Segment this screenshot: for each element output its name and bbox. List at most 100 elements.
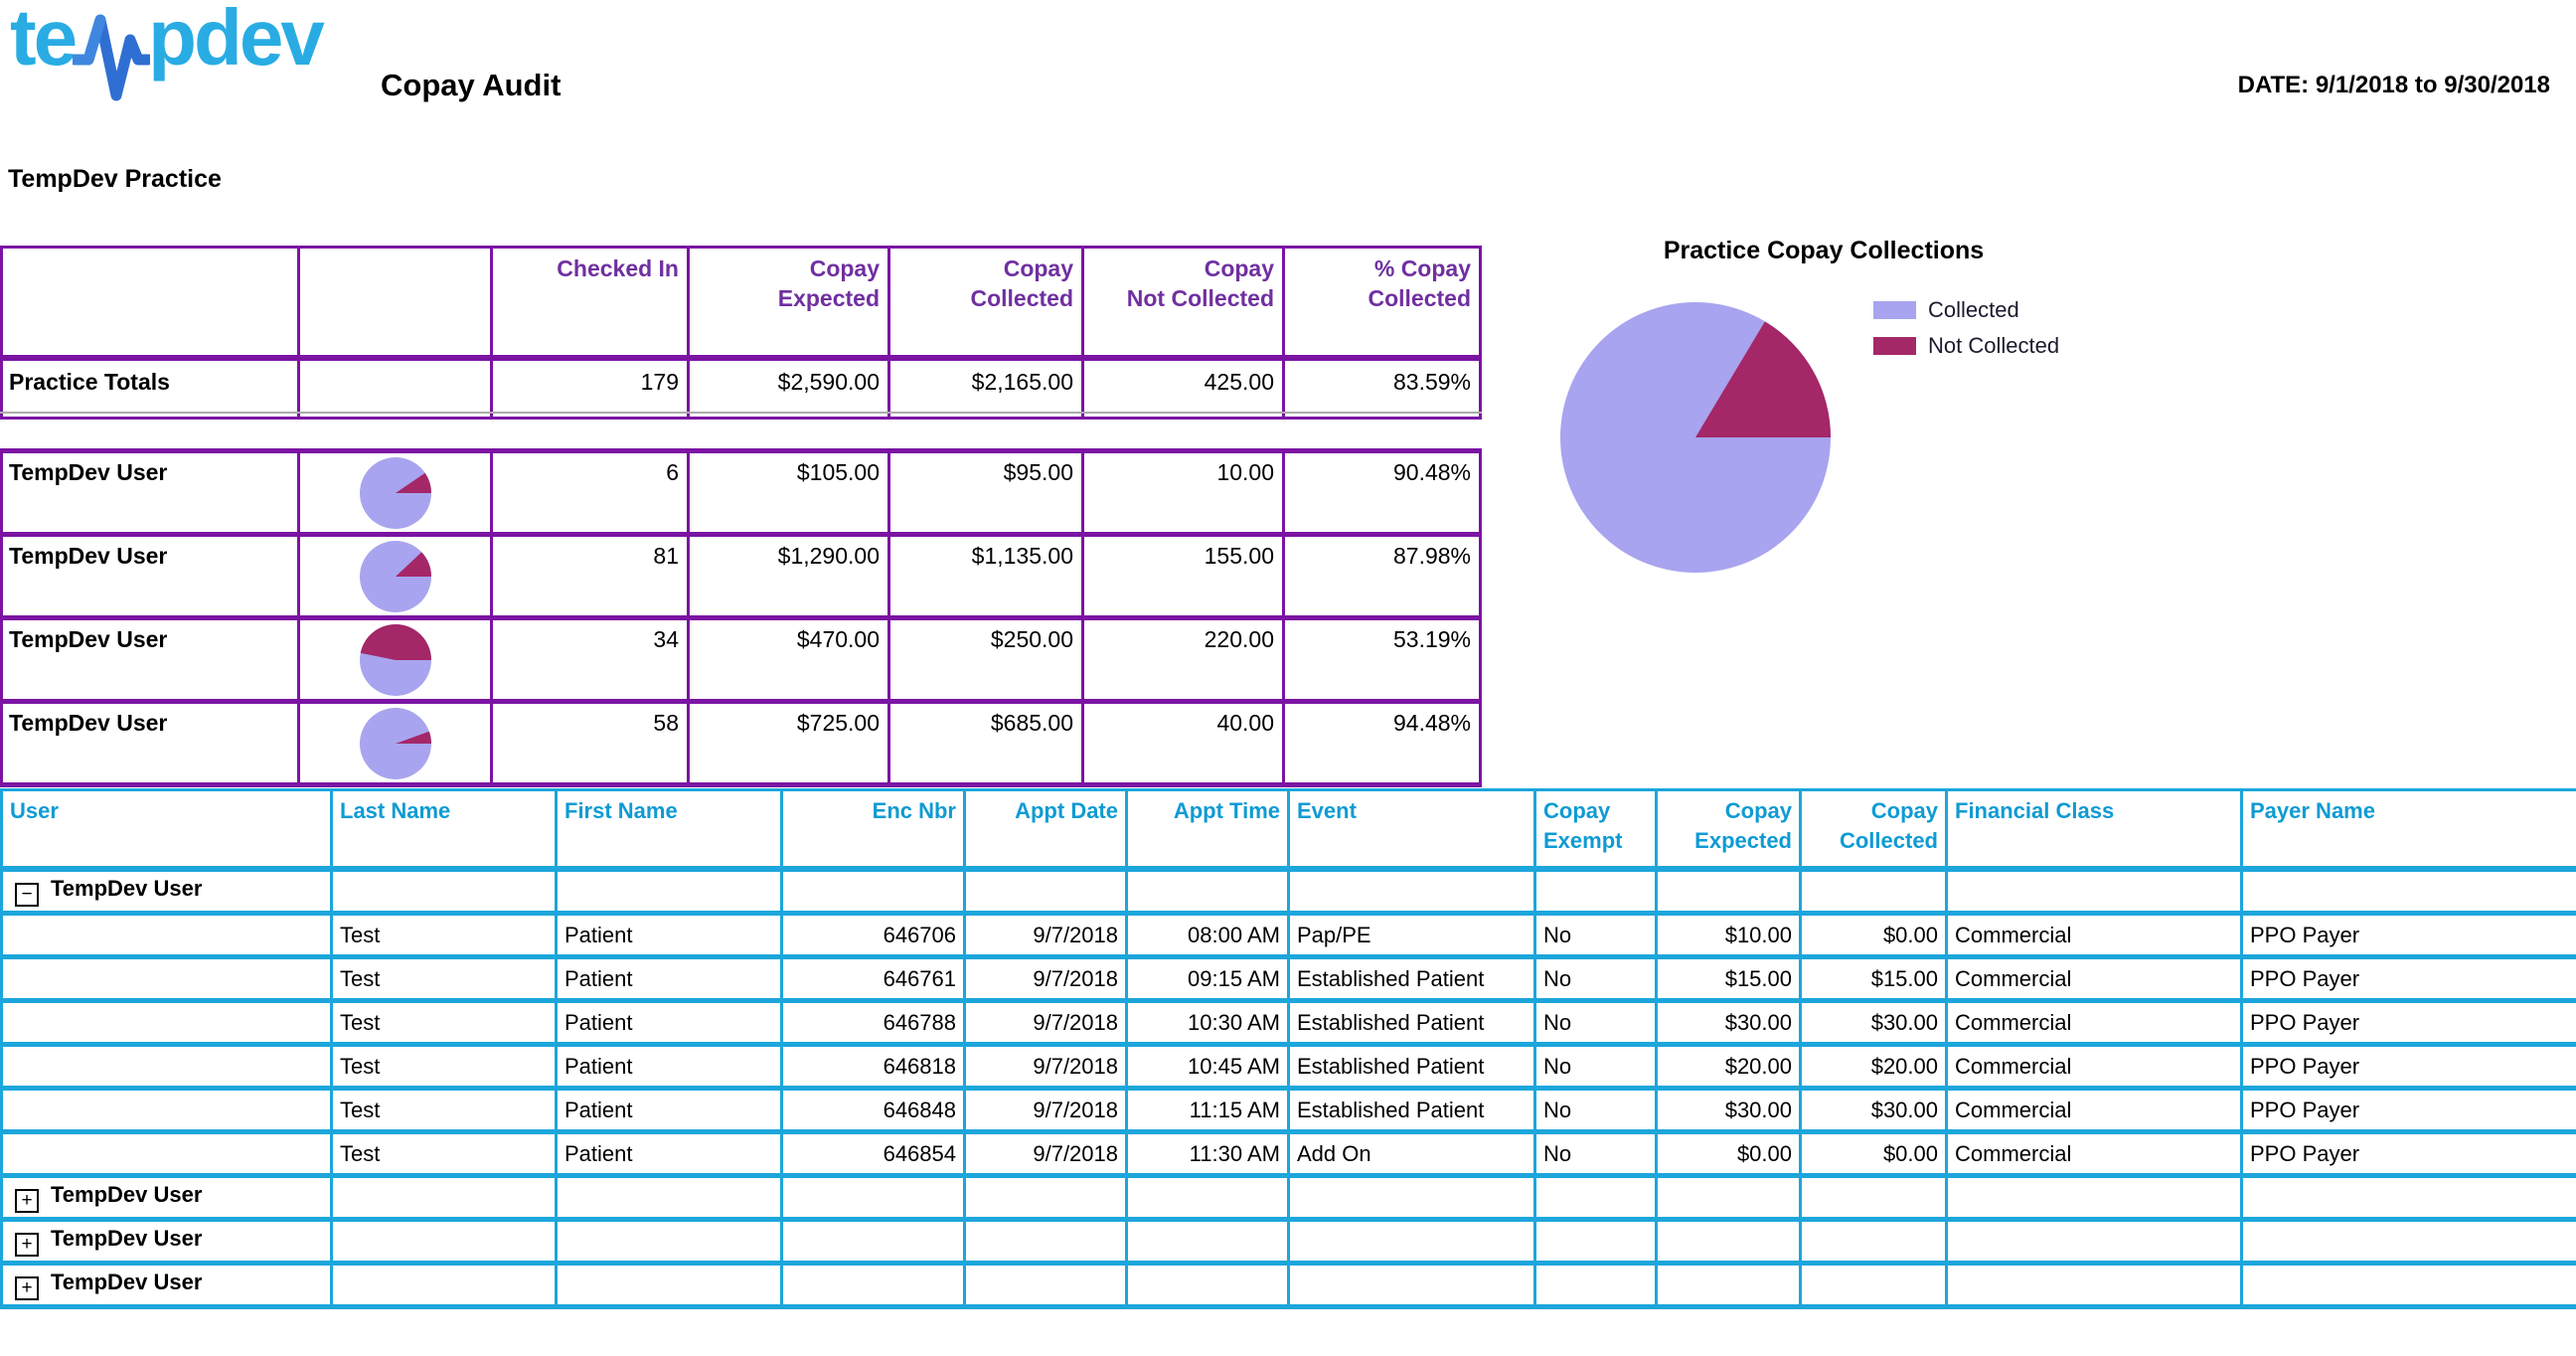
user-group-row: − TempDev User [0, 866, 2576, 916]
group-empty-cell [2240, 1261, 2576, 1309]
expand-group-icon[interactable]: + [15, 1189, 39, 1213]
encounter-copay-collected: $0.00 [1799, 1129, 1948, 1178]
encounter-row: Test Patient 646854 9/7/2018 11:30 AM Add On N… [0, 1129, 2576, 1178]
group-user-label: TempDev User [51, 1226, 203, 1251]
encounter-event: Pap/PE [1287, 911, 1536, 959]
encounter-appt-time: 08:00 AM [1125, 911, 1290, 959]
encounter-row: Test Patient 646818 9/7/2018 10:45 AM Establi… [0, 1042, 2576, 1091]
legend-label: Collected [1928, 297, 2019, 322]
details-header-row: User Last Name First Name Enc Nbr Appt Date A… [0, 788, 2576, 872]
group-empty-cell [2240, 866, 2576, 916]
user-value-checked-in: 34 [490, 615, 690, 704]
group-empty-cell [555, 1261, 783, 1309]
encounter-last-name: Test [330, 954, 558, 1003]
user-pie-cell [297, 532, 493, 620]
group-user-cell: + TempDev User [0, 1261, 333, 1309]
encounter-appt-date: 9/7/2018 [963, 1042, 1128, 1091]
group-user-label: TempDev User [51, 1182, 203, 1207]
totals-copay-collected: $2,165.00 [887, 356, 1084, 420]
practice-totals-label: Practice Totals [0, 356, 300, 420]
user-group-row: + TempDev User [0, 1261, 2576, 1309]
group-empty-cell [1945, 866, 2243, 916]
encounter-row: Test Patient 646848 9/7/2018 11:15 AM Establi… [0, 1086, 2576, 1134]
encounter-detail-table: User Last Name First Name Enc Nbr Appt Date A… [0, 788, 2576, 1309]
group-empty-cell [330, 866, 558, 916]
user-summary-row: TempDev User 58 $725.00 $685.00 40.00 94.48% [0, 699, 1482, 787]
practice-summary-table: Checked In Copay Expected Copay Collected … [0, 246, 1482, 420]
totals-copay-not-collected: 425.00 [1081, 356, 1285, 420]
group-user-label: TempDev User [51, 876, 203, 901]
encounter-user-cell [0, 1086, 333, 1134]
encounter-appt-date: 9/7/2018 [963, 998, 1128, 1047]
group-user-cell: + TempDev User [0, 1173, 333, 1222]
group-empty-cell [1287, 1261, 1536, 1309]
date-range: DATE: 9/1/2018 to 9/30/2018 [2237, 72, 2550, 98]
group-user-cell: + TempDev User [0, 1217, 333, 1266]
encounter-last-name: Test [330, 911, 558, 959]
group-empty-cell [1945, 1217, 2243, 1266]
pie-chart [359, 540, 431, 612]
collapse-group-icon[interactable]: − [15, 883, 39, 907]
practice-totals-row: Practice Totals 179 $2,590.00 $2,165.00 … [0, 356, 1482, 420]
user-summary-row: TempDev User 81 $1,290.00 $1,135.00 155.00 87… [0, 532, 1482, 620]
group-empty-cell [555, 866, 783, 916]
group-user-cell: − TempDev User [0, 866, 333, 916]
group-empty-cell [1799, 1173, 1948, 1222]
user-name: TempDev User [0, 448, 300, 537]
expand-group-icon[interactable]: + [15, 1276, 39, 1300]
user-value-pct-copay-collected: 87.98% [1282, 532, 1482, 620]
group-empty-cell [1533, 1173, 1658, 1222]
practice-totals-blank [297, 356, 493, 420]
encounter-copay-collected: $20.00 [1799, 1042, 1948, 1091]
encounter-copay-expected: $30.00 [1655, 1086, 1802, 1134]
summary-header-blank-2 [297, 246, 493, 361]
user-value-copay-collected: $685.00 [887, 699, 1084, 787]
group-empty-cell [1655, 1261, 1802, 1309]
group-empty-cell [1655, 866, 1802, 916]
user-value-checked-in: 6 [490, 448, 690, 537]
expand-group-icon[interactable]: + [15, 1233, 39, 1257]
encounter-copay-expected: $30.00 [1655, 998, 1802, 1047]
heartbeat-pulse-icon [69, 12, 154, 120]
encounter-appt-date: 9/7/2018 [963, 1086, 1128, 1134]
encounter-copay-collected: $0.00 [1799, 911, 1948, 959]
group-empty-cell [1125, 1261, 1290, 1309]
encounter-event: Established Patient [1287, 954, 1536, 1003]
group-empty-cell [780, 1261, 966, 1309]
encounter-enc-nbr: 646848 [780, 1086, 966, 1134]
encounter-row: Test Patient 646706 9/7/2018 08:00 AM Pap/PE N… [0, 911, 2576, 959]
user-value-checked-in: 81 [490, 532, 690, 620]
details-header-payer-name: Payer Name [2240, 788, 2576, 872]
encounter-appt-time: 11:30 AM [1125, 1129, 1290, 1178]
user-pie-cell [297, 699, 493, 787]
user-value-copay-expected: $105.00 [687, 448, 890, 537]
group-empty-cell [780, 1217, 966, 1266]
legend-item: Collected [1873, 297, 2059, 323]
user-value-copay-not-collected: 220.00 [1081, 615, 1285, 704]
group-empty-cell [555, 1173, 783, 1222]
details-header-appt-date: Appt Date [963, 788, 1128, 872]
summary-header-blank-1 [0, 246, 300, 361]
details-header-financial-class: Financial Class [1945, 788, 2243, 872]
group-empty-cell [2240, 1217, 2576, 1266]
encounter-enc-nbr: 646788 [780, 998, 966, 1047]
legend-swatch-not-collected [1873, 337, 1916, 355]
legend-label: Not Collected [1928, 333, 2060, 358]
encounter-last-name: Test [330, 998, 558, 1047]
user-value-copay-expected: $1,290.00 [687, 532, 890, 620]
group-empty-cell [963, 1173, 1128, 1222]
user-value-pct-copay-collected: 53.19% [1282, 615, 1482, 704]
legend-swatch-collected [1873, 301, 1916, 319]
encounter-appt-date: 9/7/2018 [963, 954, 1128, 1003]
group-user-label: TempDev User [51, 1270, 203, 1294]
encounter-enc-nbr: 646854 [780, 1129, 966, 1178]
details-header-first-name: First Name [555, 788, 783, 872]
group-empty-cell [1799, 866, 1948, 916]
encounter-row: Test Patient 646788 9/7/2018 10:30 AM Establi… [0, 998, 2576, 1047]
encounter-row: Test Patient 646761 9/7/2018 09:15 AM Establi… [0, 954, 2576, 1003]
logo-text-left: te [10, 0, 78, 82]
encounter-copay-exempt: No [1533, 954, 1658, 1003]
group-empty-cell [963, 1261, 1128, 1309]
encounter-user-cell [0, 1129, 333, 1178]
